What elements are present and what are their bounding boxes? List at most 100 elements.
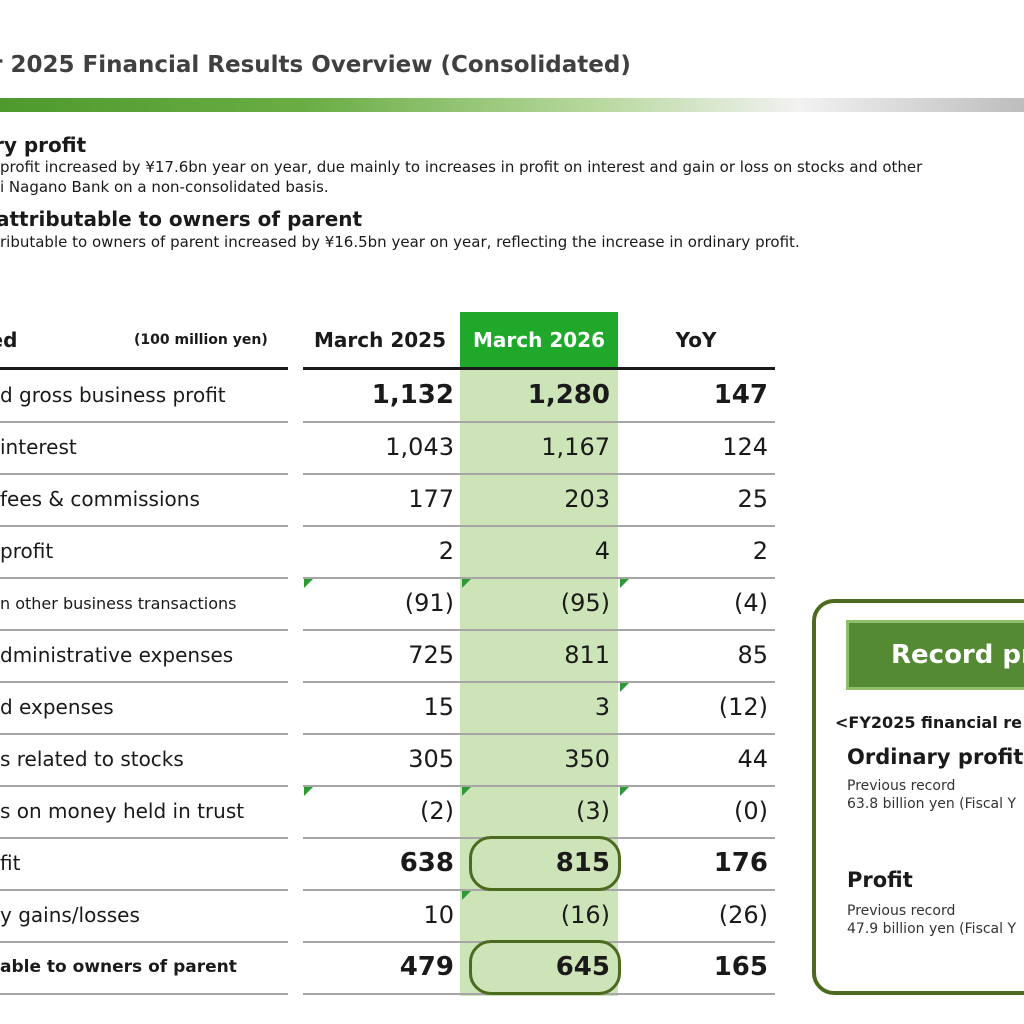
- cell-yoy: 176: [713, 848, 768, 878]
- cell-march-2025: 2: [438, 537, 454, 565]
- record-ordinary-profit-note-line2: 63.8 billion yen (Fiscal Y: [847, 796, 1017, 812]
- cell-march-2025: 177: [408, 485, 454, 513]
- cell-march-2026: 1,167: [541, 433, 610, 461]
- cell-yoy: 124: [722, 433, 768, 461]
- row-divider: [0, 681, 288, 683]
- cell-march-2026: 1,280: [527, 380, 610, 410]
- cell-march-2025: 638: [399, 848, 454, 878]
- row-label: y gains/losses: [0, 903, 140, 927]
- row-label: n other business transactions: [0, 593, 237, 613]
- table-row-administrative-expenses: dministrative expenses 725 811 85: [0, 629, 780, 681]
- row-divider: [303, 577, 775, 579]
- cell-march-2025: (91): [404, 589, 454, 617]
- cell-march-2026: 3: [594, 693, 610, 721]
- row-divider: [0, 837, 288, 839]
- table-row-extraordinary-gains-losses: y gains/losses 10 (16) (26): [0, 889, 780, 941]
- row-label: able to owners of parent: [0, 957, 237, 977]
- cell-yoy: (4): [734, 589, 768, 617]
- row-label: fees & commissions: [0, 487, 200, 511]
- table-unit-label: (100 million yen): [134, 332, 268, 348]
- cell-march-2025: 1,043: [385, 433, 454, 461]
- cell-march-2026: 811: [564, 641, 610, 669]
- record-ordinary-profit-heading: Ordinary profit: [847, 745, 1024, 769]
- cell-march-2026: (95): [560, 589, 610, 617]
- header-rule-left: [0, 367, 288, 370]
- cell-yoy: 25: [737, 485, 768, 513]
- cell-march-2026: 350: [564, 745, 610, 773]
- cell-march-2026: 203: [564, 485, 610, 513]
- row-label: d gross business profit: [0, 383, 226, 407]
- highlight-oval-ordinary-profit: [469, 836, 621, 891]
- section-text-ordinary-profit-line2: i Nagano Bank on a non-consolidated basi…: [0, 178, 329, 196]
- row-divider: [0, 785, 288, 787]
- section-text-ordinary-profit-line1: profit increased by ¥17.6bn year on year…: [0, 158, 923, 176]
- cell-march-2025: 15: [423, 693, 454, 721]
- table-row-gross-business-profit: d gross business profit 1,132 1,280 147: [0, 369, 780, 421]
- column-header-march-2025: March 2025: [314, 328, 446, 352]
- cell-marker-icon: [462, 579, 471, 588]
- record-profit-note-line2: 47.9 billion yen (Fiscal Y: [847, 921, 1017, 937]
- highlight-oval-profit-attributable: [469, 940, 621, 995]
- cell-march-2025: 305: [408, 745, 454, 773]
- record-box-subtitle: <FY2025 financial re: [835, 713, 1023, 732]
- record-profit-heading: Profit: [847, 868, 913, 892]
- row-divider: [303, 785, 775, 787]
- row-label: interest: [0, 435, 77, 459]
- cell-yoy: (26): [718, 901, 768, 929]
- row-divider: [303, 681, 775, 683]
- record-profit-banner: Record pr: [846, 620, 1024, 690]
- cell-march-2025: (2): [420, 797, 454, 825]
- cell-marker-icon: [304, 579, 313, 588]
- row-label: dministrative expenses: [0, 643, 234, 667]
- cell-yoy: (12): [718, 693, 768, 721]
- row-divider: [0, 941, 288, 943]
- row-label: fit: [0, 851, 21, 875]
- row-divider: [0, 889, 288, 891]
- row-divider: [0, 993, 288, 995]
- record-profit-note-line1: Previous record: [847, 903, 956, 919]
- cell-march-2025: 479: [399, 952, 454, 982]
- table-header-label: ted: [0, 328, 18, 352]
- cell-yoy: (0): [734, 797, 768, 825]
- row-divider: [0, 629, 288, 631]
- row-divider: [0, 733, 288, 735]
- row-divider: [0, 473, 288, 475]
- table-row-expenses: d expenses 15 3 (12): [0, 681, 780, 733]
- table-row-other-business-transactions: n other business transactions (91) (95) …: [0, 577, 780, 629]
- table-row-profit-attributable: able to owners of parent 479 645 165: [0, 941, 780, 993]
- column-header-march-2026: March 2026: [460, 312, 618, 368]
- row-label: d expenses: [0, 695, 114, 719]
- cell-march-2025: 725: [408, 641, 454, 669]
- cell-yoy: 44: [737, 745, 768, 773]
- row-divider: [0, 577, 288, 579]
- cell-yoy: 85: [737, 641, 768, 669]
- cell-yoy: 2: [752, 537, 768, 565]
- section-heading-profit-attributable: attributable to owners of parent: [0, 207, 363, 231]
- cell-march-2026: 4: [594, 537, 610, 565]
- column-header-yoy: YoY: [675, 328, 717, 352]
- row-divider: [0, 421, 288, 423]
- cell-marker-icon: [620, 579, 629, 588]
- cell-march-2026: (16): [560, 901, 610, 929]
- cell-marker-icon: [462, 787, 471, 796]
- cell-march-2026: (3): [576, 797, 610, 825]
- row-divider: [303, 525, 775, 527]
- title-gradient-bar: [0, 98, 1024, 112]
- table-row-fees-commissions: fees & commissions 177 203 25: [0, 473, 780, 525]
- table-row-profit: profit 2 4 2: [0, 525, 780, 577]
- row-divider: [303, 473, 775, 475]
- record-ordinary-profit-note-line1: Previous record: [847, 778, 956, 794]
- row-divider: [303, 421, 775, 423]
- section-heading-ordinary-profit: ry profit: [0, 133, 87, 157]
- cell-march-2025: 1,132: [371, 380, 454, 410]
- page-title: ear 2025 Financial Results Overview (Con…: [0, 52, 631, 78]
- cell-yoy: 147: [713, 380, 768, 410]
- row-label: profit: [0, 539, 54, 563]
- cell-marker-icon: [620, 683, 629, 692]
- table-row-interest: interest 1,043 1,167 124: [0, 421, 780, 473]
- row-label: s related to stocks: [0, 747, 184, 771]
- cell-yoy: 165: [713, 952, 768, 982]
- row-divider: [303, 733, 775, 735]
- cell-marker-icon: [620, 787, 629, 796]
- cell-march-2025: 10: [423, 901, 454, 929]
